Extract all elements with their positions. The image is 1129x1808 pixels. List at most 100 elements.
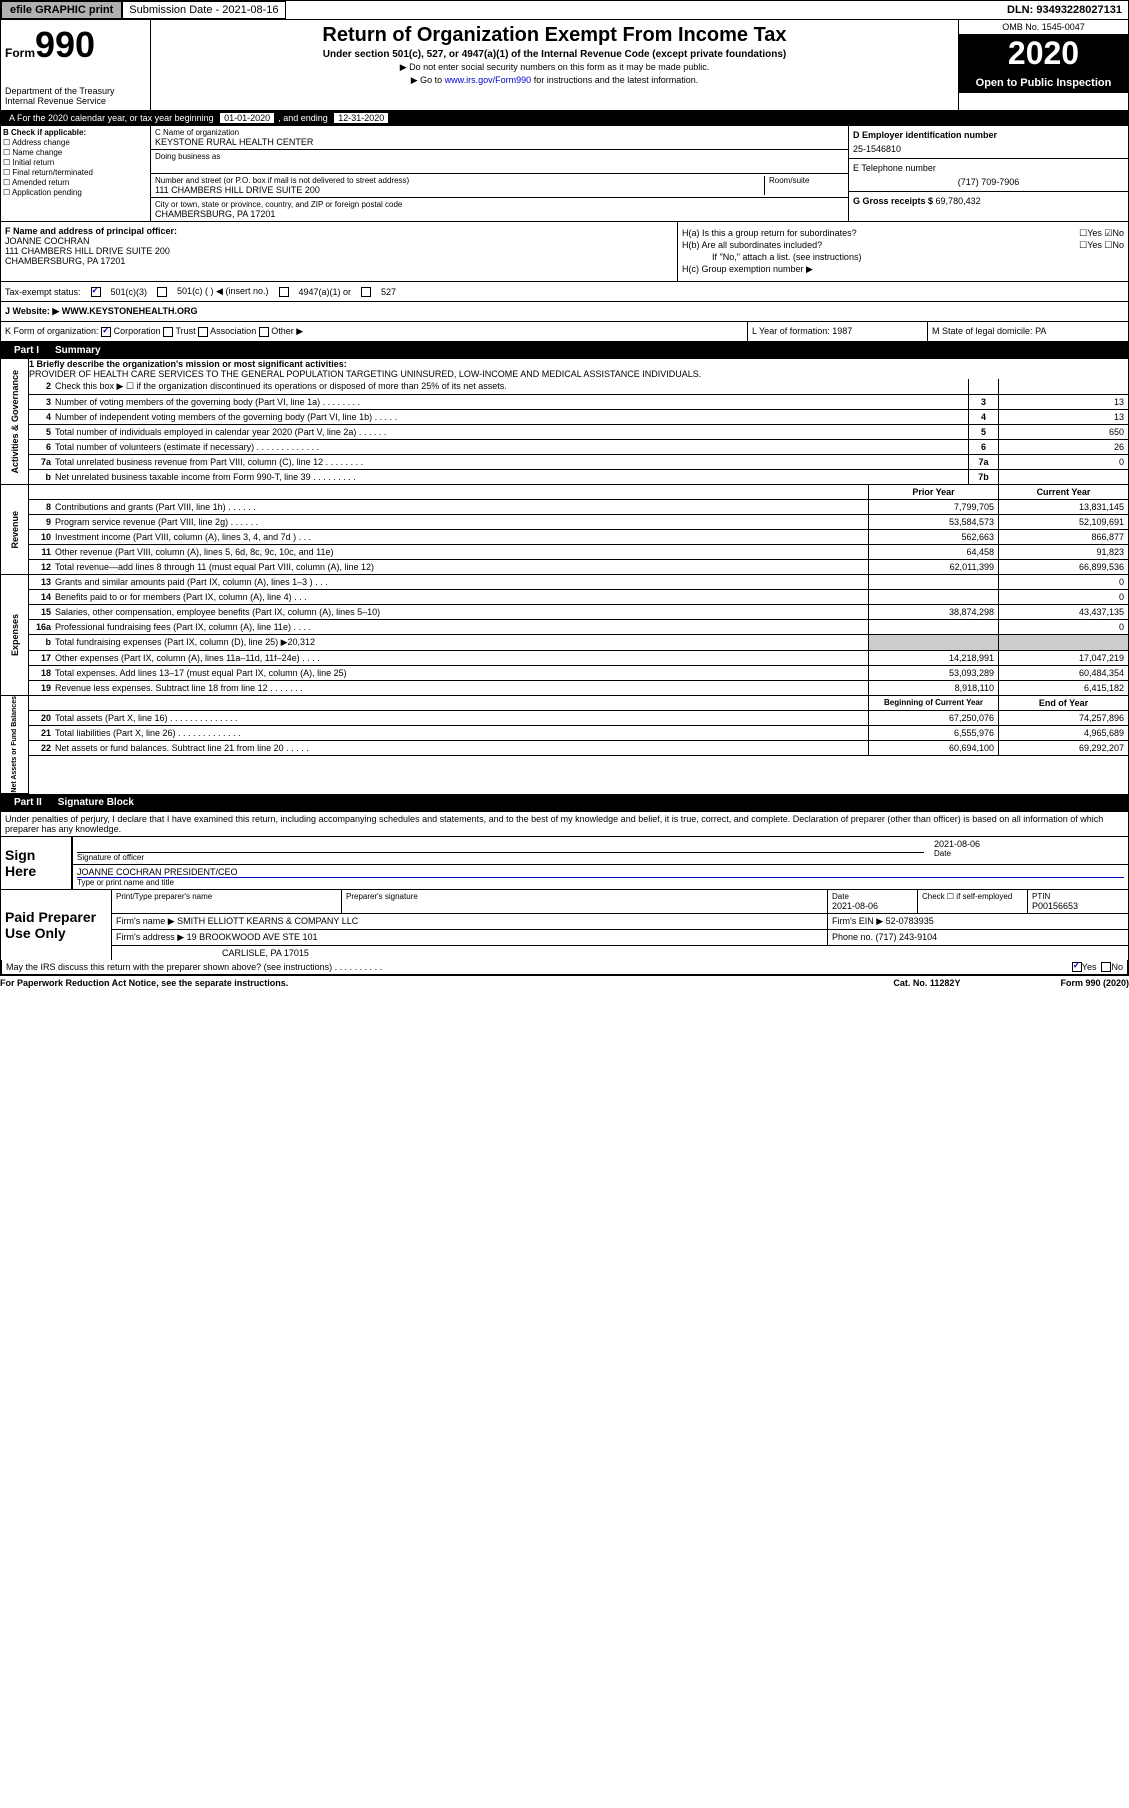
firm-phone: (717) 243-9104 [876, 932, 938, 942]
firm-addr1: 19 BROOKWOOD AVE STE 101 [187, 932, 318, 942]
check-applicable: B Check if applicable: ☐ Address change … [1, 126, 151, 221]
firm-ein: 52-0783935 [886, 916, 934, 926]
note-ssn: ▶ Do not enter social security numbers o… [155, 62, 954, 73]
ptin: P00156653 [1032, 901, 1124, 911]
data-row: 9Program service revenue (Part VIII, lin… [29, 515, 1128, 530]
state-domicile: PA [1035, 326, 1046, 336]
governance-section: Activities & Governance 1 Briefly descri… [0, 359, 1129, 485]
chk-527[interactable] [361, 287, 371, 297]
gov-row: 7aTotal unrelated business revenue from … [29, 455, 1128, 470]
expenses-section: Expenses 13Grants and similar amounts pa… [0, 575, 1129, 696]
officer-name: JOANNE COCHRAN [5, 236, 673, 246]
gov-row: bNet unrelated business taxable income f… [29, 470, 1128, 485]
form-number: 990 [35, 24, 95, 65]
submission-date: Submission Date - 2021-08-16 [122, 1, 285, 19]
year-formation: 1987 [832, 326, 852, 336]
org-name: KEYSTONE RURAL HEALTH CENTER [155, 137, 313, 147]
data-row: 18Total expenses. Add lines 13–17 (must … [29, 666, 1128, 681]
officer-name-title: JOANNE COCHRAN PRESIDENT/CEO [77, 867, 1124, 878]
efile-button[interactable]: efile GRAPHIC print [1, 1, 122, 19]
prep-date: 2021-08-06 [832, 901, 913, 911]
governance-label: Activities & Governance [10, 370, 20, 474]
website-url: WWW.KEYSTONEHEALTH.ORG [62, 306, 198, 316]
mission-text: PROVIDER OF HEALTH CARE SERVICES TO THE … [29, 369, 1128, 379]
gross-receipts: 69,780,432 [936, 196, 981, 206]
group-return: H(a) Is this a group return for subordin… [678, 222, 1128, 281]
year-end: 12-31-2020 [334, 113, 388, 123]
chk-pending[interactable]: ☐ Application pending [3, 188, 148, 197]
form-header: Form990 Department of the Treasury Inter… [0, 20, 1129, 111]
section-fh: F Name and address of principal officer:… [0, 222, 1129, 282]
declaration-text: Under penalties of perjury, I declare th… [1, 812, 1128, 836]
chk-corp[interactable] [101, 327, 111, 337]
year-begin: 01-01-2020 [220, 113, 274, 123]
bottom-line: For Paperwork Reduction Act Notice, see … [0, 976, 1129, 990]
chk-initial[interactable]: ☐ Initial return [3, 158, 148, 167]
chk-amended[interactable]: ☐ Amended return [3, 178, 148, 187]
part1-header: Part ISummary [0, 342, 1129, 359]
form-title: Return of Organization Exempt From Incom… [155, 24, 954, 47]
data-row: 20Total assets (Part X, line 16) . . . .… [29, 711, 1128, 726]
irs-link[interactable]: www.irs.gov/Form990 [445, 75, 532, 85]
chk-name[interactable]: ☐ Name change [3, 148, 148, 157]
firm-addr2: CARLISLE, PA 17015 [112, 946, 1128, 960]
expenses-label: Expenses [10, 614, 20, 656]
form-subtitle: Under section 501(c), 527, or 4947(a)(1)… [155, 49, 954, 60]
gov-row: 2Check this box ▶ ☐ if the organization … [29, 379, 1128, 395]
gov-row: 3Number of voting members of the governi… [29, 395, 1128, 410]
data-row: 11Other revenue (Part VIII, column (A), … [29, 545, 1128, 560]
signature-block: Under penalties of perjury, I declare th… [0, 811, 1129, 976]
chk-final[interactable]: ☐ Final return/terminated [3, 168, 148, 177]
gov-row: 4Number of independent voting members of… [29, 410, 1128, 425]
chk-address[interactable]: ☐ Address change [3, 138, 148, 147]
chk-discuss-yes[interactable] [1072, 962, 1082, 972]
org-address: 111 CHAMBERS HILL DRIVE SUITE 200 [155, 185, 764, 195]
data-row: 10Investment income (Part VIII, column (… [29, 530, 1128, 545]
tax-year-line: A For the 2020 calendar year, or tax yea… [0, 111, 1129, 126]
chk-4947[interactable] [279, 287, 289, 297]
data-row: 17Other expenses (Part IX, column (A), l… [29, 651, 1128, 666]
chk-501c[interactable] [157, 287, 167, 297]
data-row: 16aProfessional fundraising fees (Part I… [29, 620, 1128, 635]
gov-row: 5Total number of individuals employed in… [29, 425, 1128, 440]
dept-label: Department of the Treasury Internal Reve… [5, 86, 146, 106]
officer-info: F Name and address of principal officer:… [1, 222, 678, 281]
tax-year-box: 2020 [959, 35, 1128, 73]
form-ref: Form 990 (2020) [1060, 978, 1129, 988]
data-row: bTotal fundraising expenses (Part IX, co… [29, 635, 1128, 651]
tax-exempt-row: Tax-exempt status: 501(c)(3) 501(c) ( ) … [0, 282, 1129, 302]
header-left: Form990 Department of the Treasury Inter… [1, 20, 151, 110]
section-b: B Check if applicable: ☐ Address change … [0, 126, 1129, 222]
data-row: 22Net assets or fund balances. Subtract … [29, 741, 1128, 756]
omb-number: OMB No. 1545-0047 [959, 20, 1128, 35]
chk-discuss-no[interactable] [1101, 962, 1111, 972]
assets-label: Net Assets or Fund Balances [11, 696, 18, 793]
gov-row: 6Total number of volunteers (estimate if… [29, 440, 1128, 455]
rev-col-headers: Prior Year Current Year [29, 485, 1128, 500]
part2-header: Part IISignature Block [0, 794, 1129, 811]
header-right: OMB No. 1545-0047 2020 Open to Public In… [958, 20, 1128, 110]
chk-501c3[interactable] [91, 287, 101, 297]
assets-section: Net Assets or Fund Balances Beginning of… [0, 696, 1129, 794]
top-bar: efile GRAPHIC print Submission Date - 20… [0, 0, 1129, 20]
assets-col-headers: Beginning of Current Year End of Year [29, 696, 1128, 711]
data-row: 13Grants and similar amounts paid (Part … [29, 575, 1128, 590]
dln: DLN: 93493228027131 [1001, 2, 1128, 18]
data-row: 19Revenue less expenses. Subtract line 1… [29, 681, 1128, 696]
org-info: C Name of organizationKEYSTONE RURAL HEA… [151, 126, 848, 221]
phone: (717) 709-7906 [853, 177, 1124, 187]
ein: 25-1546810 [853, 144, 1124, 154]
data-row: 12Total revenue—add lines 8 through 11 (… [29, 560, 1128, 575]
chk-assoc[interactable] [198, 327, 208, 337]
website-row: J Website: ▶ WWW.KEYSTONEHEALTH.ORG [0, 302, 1129, 322]
data-row: 15Salaries, other compensation, employee… [29, 605, 1128, 620]
mission-question: 1 Briefly describe the organization's mi… [29, 359, 1128, 379]
org-ids: D Employer identification number25-15468… [848, 126, 1128, 221]
chk-trust[interactable] [163, 327, 173, 337]
paid-preparer-row: Paid Preparer Use Only Print/Type prepar… [1, 889, 1128, 960]
firm-name: SMITH ELLIOTT KEARNS & COMPANY LLC [177, 916, 358, 926]
org-city: CHAMBERSBURG, PA 17201 [155, 209, 402, 219]
revenue-section: Revenue Prior Year Current Year 8Contrib… [0, 485, 1129, 575]
form-prefix: Form [5, 46, 35, 60]
chk-other[interactable] [259, 327, 269, 337]
